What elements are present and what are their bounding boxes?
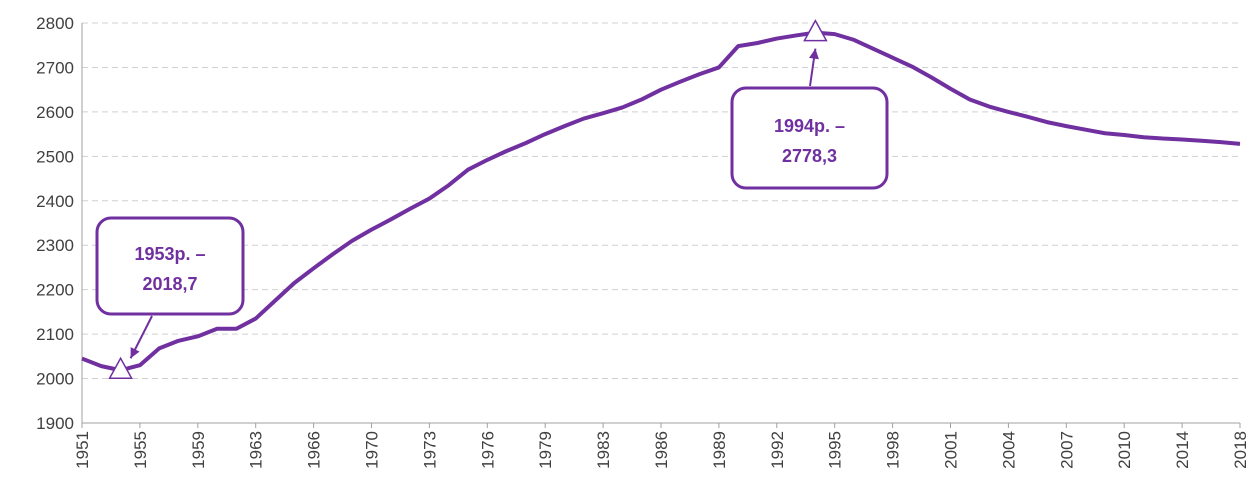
x-tick-label: 1983 [594,431,613,469]
y-tick-label: 2500 [36,147,74,166]
y-tick-label: 1900 [36,414,74,433]
x-tick-label: 2001 [942,431,961,469]
y-tick-label: 2000 [36,370,74,389]
point-marker [108,356,133,379]
x-tick-label: 1992 [768,431,787,469]
annotation-text: 2778,3 [782,146,837,166]
x-tick-label: 1963 [247,431,266,469]
annotation-text: 1994р. – [774,116,845,136]
x-tick-label: 1979 [536,431,555,469]
annotation-box [730,86,889,190]
annotation-text: 1953р. – [134,244,205,264]
x-tick-label: 1986 [652,431,671,469]
arrow-head [809,48,819,60]
x-tick-label: 2010 [1115,431,1134,469]
x-tick-label: 1995 [826,431,845,469]
y-tick-label: 2400 [36,192,74,211]
x-tick-label: 1976 [478,431,497,469]
x-tick-label: 2007 [1057,431,1076,469]
x-tick-label: 1966 [305,431,324,469]
annotation-box [95,216,245,316]
x-tick-label: 2018 [1231,431,1250,469]
y-tick-label: 2300 [36,236,74,255]
line-series [81,30,1241,373]
annotation: 1994р. – 2778,3 [730,19,889,190]
y-tick-label: 2700 [36,58,74,77]
x-tick-label: 1989 [710,431,729,469]
x-tick-label: 2014 [1173,431,1192,469]
y-tick-label: 2200 [36,281,74,300]
annotation: 1953р. – 2018,7 [95,216,245,379]
x-tick-label: 1955 [131,431,150,469]
point-marker [803,19,828,42]
annotation-text: 2018,7 [142,274,197,294]
x-tick-label: 2004 [999,431,1018,469]
x-tick-label: 1970 [363,431,382,469]
x-tick-label: 1973 [420,431,439,469]
y-tick-label: 2100 [36,325,74,344]
x-tick-label: 1959 [189,431,208,469]
x-tick-label: 1951 [73,431,92,469]
y-tick-label: 2800 [36,14,74,33]
arrow-head [130,347,140,359]
x-tick-label: 1998 [884,431,903,469]
y-tick-label: 2600 [36,103,74,122]
